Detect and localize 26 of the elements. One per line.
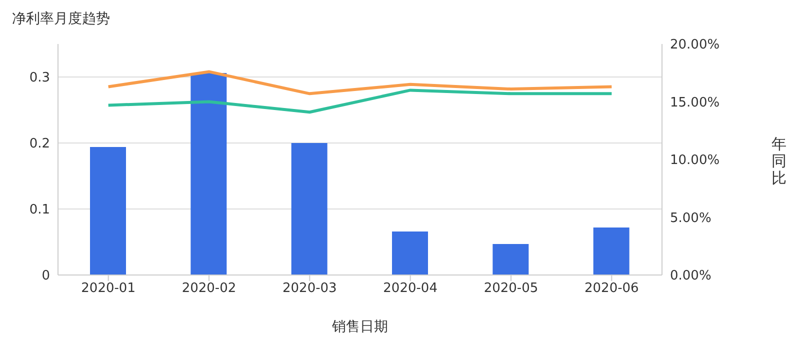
y-tick-label: 0.2 [29, 136, 50, 152]
y-tick-label: 0 [42, 268, 50, 284]
x-tick-label: 2020-03 [282, 281, 337, 296]
y2-tick-label: 5.00% [670, 210, 712, 226]
x-axis-title: 销售日期 [331, 319, 388, 335]
y2-tick-label: 20.00% [670, 38, 720, 53]
bar [190, 73, 227, 275]
x-tick-label: 2020-04 [383, 281, 438, 296]
chart-title: 净利率月度趋势 [12, 10, 110, 28]
bar [392, 231, 428, 275]
bar [291, 143, 328, 275]
y2-tick-label: 10.00% [670, 153, 720, 168]
x-tick-label: 2020-02 [182, 281, 236, 296]
line-series [106, 70, 614, 96]
line-series [106, 88, 614, 114]
x-tick-label: 2020-05 [484, 281, 538, 296]
y2-tick-label: 15.00% [670, 95, 720, 110]
x-tick-label: 2020-06 [584, 281, 639, 296]
y2-axis-title: 年同比 [770, 135, 788, 187]
bar [593, 227, 630, 275]
y-tick-label: 0.1 [29, 202, 50, 218]
y2-tick-label: 0.00% [670, 268, 712, 284]
x-tick-label: 2020-01 [81, 281, 136, 296]
bar [492, 244, 529, 275]
y-tick-label: 0.3 [29, 70, 50, 86]
bar [90, 146, 126, 275]
